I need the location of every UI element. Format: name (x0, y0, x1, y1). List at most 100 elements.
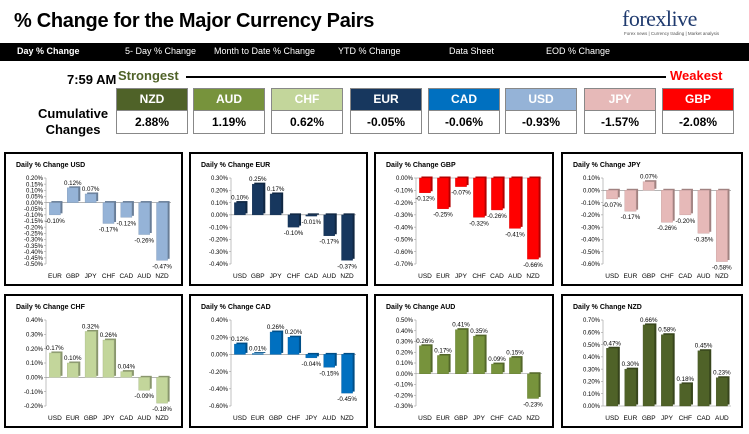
bar-value-label: 0.07% (640, 174, 658, 181)
cumulative-change-value: -2.08% (663, 110, 733, 133)
forexlive-logo[interactable]: forexlive Forex news | Currency trading … (622, 6, 722, 40)
x-category-label: JPY (270, 273, 283, 280)
bar-value-label: 0.17% (267, 186, 285, 193)
x-category-label: CAD (490, 273, 504, 280)
y-tick-label: 0.70% (583, 318, 601, 324)
bar (437, 177, 449, 209)
bar (624, 190, 637, 212)
bar (606, 348, 619, 407)
bar-value-label: 0.12% (231, 336, 249, 343)
bar-value-label: -0.26% (487, 213, 507, 220)
tab-eod-change[interactable]: EOD % Change (546, 46, 611, 56)
bar-value-label: 0.07% (82, 186, 100, 193)
bar (661, 190, 673, 223)
x-category-label: NZD (155, 273, 169, 280)
currency-box-jpy: JPY -1.57% (584, 88, 656, 134)
bar (491, 177, 503, 211)
bar (473, 177, 485, 218)
y-tick-label: -0.20% (394, 393, 414, 399)
y-tick-label: -0.10% (209, 225, 229, 231)
bar (642, 181, 655, 191)
bar-value-label: 0.01% (249, 346, 267, 353)
tab-5-day-change[interactable]: 5- Day % Change (125, 46, 197, 56)
y-tick-label: 0.10% (211, 201, 229, 207)
x-category-label: USD (418, 273, 432, 280)
bar-value-label: 0.09% (488, 356, 506, 363)
title-bar: % Change for the Major Currency Pairs fo… (0, 0, 749, 43)
currency-name: JPY (585, 89, 655, 110)
y-tick-label: -0.10% (394, 188, 414, 194)
bar-value-label: 0.26% (100, 332, 118, 339)
y-tick-label: -0.15% (24, 219, 44, 225)
currency-name: CAD (429, 89, 499, 110)
x-category-label: CAD (119, 273, 133, 280)
x-category-label: JPY (305, 415, 318, 422)
y-tick-label: 0.10% (583, 176, 601, 182)
bar-value-label: -0.17% (319, 239, 339, 246)
bar (661, 334, 673, 407)
bar (234, 202, 246, 216)
y-tick-label: 0.10% (26, 361, 44, 367)
cumulative-change-value: -0.05% (351, 110, 421, 133)
bar-value-label: 0.26% (416, 338, 434, 345)
cumulative-changes-label: Cumulative Changes (38, 106, 108, 138)
bar-value-label: -0.09% (134, 393, 154, 400)
y-tick-label: 0.30% (583, 367, 601, 373)
x-category-label: GBP (454, 415, 468, 422)
bar (455, 329, 467, 374)
y-tick-label: -0.50% (24, 262, 44, 268)
x-category-label: GBP (251, 273, 265, 280)
tab-ytd-change[interactable]: YTD % Change (338, 46, 401, 56)
bar-chart: 0.10% 0.00% -0.10% -0.20% -0.30% -0.40% -0.50%… (581, 174, 732, 280)
x-category-label: NZD (526, 415, 540, 422)
bar (624, 368, 637, 407)
y-tick-label: 0.00% (26, 376, 44, 382)
logo-tagline: Forex news | Currency trading | Market a… (624, 31, 720, 36)
bar-chart: 0.40% 0.20% 0.00% -0.20% -0.40% -0.60% 0.12% US… (209, 318, 357, 422)
y-tick-label: -0.20% (209, 370, 229, 376)
bar (715, 377, 728, 407)
bar (419, 177, 431, 193)
bar-value-label: 0.45% (695, 343, 713, 350)
bar-value-label: 0.32% (82, 323, 100, 330)
x-category-label: CHF (490, 415, 503, 422)
cumulative-label-line2: Changes (45, 122, 101, 137)
tab-day-change[interactable]: Day % Change (17, 46, 80, 56)
bar (455, 177, 467, 187)
x-category-label: AUD (322, 273, 336, 280)
x-category-label: USD (605, 415, 619, 422)
bar-value-label: -0.58% (712, 265, 732, 272)
y-tick-label: 0.00% (211, 213, 229, 219)
x-category-label: USD (605, 273, 619, 280)
y-tick-label: -0.05% (24, 207, 44, 213)
bar-value-label: 0.04% (118, 364, 136, 371)
x-category-label: EUR (436, 273, 450, 280)
currency-box-gbp: GBP -2.08% (662, 88, 734, 134)
y-tick-label: 0.30% (396, 340, 414, 346)
y-tick-label: -0.30% (24, 238, 44, 244)
chart-panel-nzd: Daily % Change NZD 0.70% 0.60% 0.50% 0.40% 0.… (561, 294, 743, 428)
bar (305, 214, 318, 217)
currency-name: NZD (117, 89, 187, 110)
y-tick-label: -0.30% (581, 225, 601, 231)
x-category-label: CHF (287, 273, 300, 280)
bar-value-label: 0.26% (267, 324, 285, 331)
bar-value-label: -0.20% (675, 218, 695, 225)
tab-month-to-date-change[interactable]: Month to Date % Change (214, 46, 316, 56)
bar-value-label: 0.66% (640, 317, 658, 324)
x-category-label: NZD (340, 415, 354, 422)
chart-title: Daily % Change NZD (573, 304, 642, 311)
bar-value-label: 0.10% (231, 195, 249, 202)
tab-data-sheet[interactable]: Data Sheet (449, 46, 495, 56)
bar-shadow (307, 213, 319, 215)
bar (102, 202, 115, 224)
x-category-label: NZD (715, 273, 729, 280)
bar (473, 335, 485, 374)
bar (287, 337, 300, 355)
bar-value-label: -0.18% (152, 406, 172, 413)
x-category-label: CAD (508, 415, 522, 422)
bar (679, 190, 692, 216)
currency-box-aud: AUD 1.19% (193, 88, 265, 134)
x-category-label: JPY (455, 273, 468, 280)
y-tick-label: -0.40% (394, 225, 414, 231)
